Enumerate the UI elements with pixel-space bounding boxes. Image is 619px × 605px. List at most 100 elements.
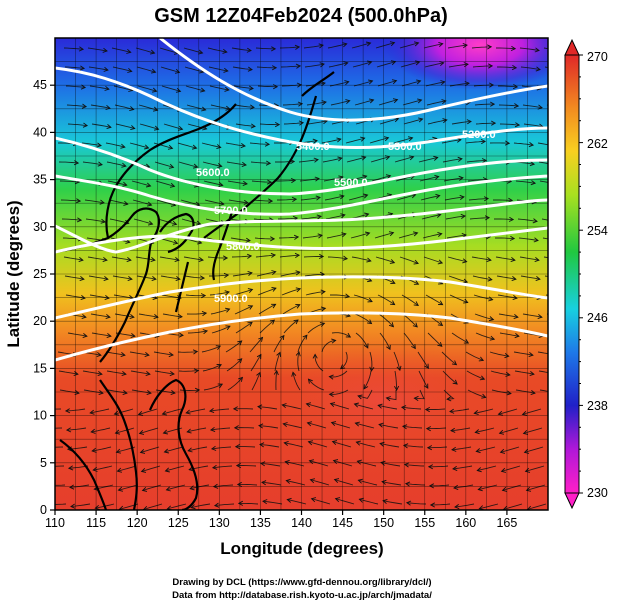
streamline — [329, 370, 348, 378]
streamline-arrow — [528, 142, 535, 148]
streamline — [422, 233, 442, 239]
streamline-arrow — [129, 106, 135, 112]
streamline-arrow — [225, 325, 231, 331]
streamline-arrow — [507, 197, 514, 203]
streamline-arrow — [333, 478, 340, 484]
streamline-arrow — [122, 181, 128, 187]
streamline — [82, 370, 102, 375]
streamline — [308, 441, 328, 448]
streamline — [402, 99, 422, 106]
streamline — [301, 215, 322, 220]
streamline-arrow — [328, 374, 334, 380]
streamline — [448, 63, 469, 68]
streamline — [429, 484, 450, 487]
streamline — [297, 351, 300, 372]
streamline — [386, 390, 397, 401]
colorbar-label-230: 230 — [587, 486, 608, 500]
streamline-arrow — [330, 421, 337, 427]
streamline-arrow — [314, 176, 320, 182]
streamline-arrow — [175, 276, 181, 282]
streamline-arrow — [297, 101, 304, 107]
streamline-arrow — [452, 379, 458, 385]
streamline-arrow — [122, 390, 128, 396]
streamline — [417, 351, 429, 369]
streamline — [233, 85, 254, 89]
streamline-arrow — [81, 103, 88, 109]
streamline — [520, 275, 540, 280]
streamline-arrow — [210, 445, 217, 451]
streamline — [351, 256, 371, 262]
streamline-arrow — [336, 137, 342, 143]
streamline-arrow — [213, 502, 220, 508]
streamline — [393, 137, 413, 144]
streamline-arrow — [104, 295, 110, 301]
streamline — [330, 403, 350, 410]
streamline-arrow — [413, 395, 419, 401]
streamline — [308, 378, 325, 391]
streamline-arrow — [353, 402, 359, 408]
streamline — [357, 389, 373, 399]
streamline — [445, 215, 466, 220]
streamline — [60, 199, 81, 202]
streamline — [276, 179, 296, 182]
streamline — [117, 465, 137, 472]
streamline — [465, 351, 484, 361]
streamline-arrow — [232, 406, 239, 412]
streamline — [201, 345, 221, 353]
streamline-arrow — [140, 467, 147, 473]
streamline — [430, 503, 451, 506]
streamline — [153, 351, 174, 356]
streamline — [475, 427, 495, 433]
streamline-arrow — [241, 161, 247, 168]
streamline-arrow — [271, 303, 277, 309]
streamline-arrow — [433, 155, 439, 161]
streamline-arrow — [274, 122, 281, 128]
streamline-arrow — [222, 255, 229, 261]
streamline-arrow — [198, 49, 204, 55]
streamline — [541, 218, 548, 221]
streamline — [352, 61, 372, 68]
streamline — [444, 196, 464, 201]
streamline — [66, 104, 87, 108]
streamline-arrow — [499, 448, 506, 454]
streamline-arrow — [459, 194, 465, 200]
streamline — [113, 85, 133, 91]
streamline-arrow — [271, 65, 278, 71]
streamline-arrow — [120, 352, 126, 358]
streamline — [471, 256, 491, 261]
streamline — [495, 256, 515, 261]
streamline-arrow — [558, 239, 562, 243]
streamline — [257, 406, 278, 410]
streamline-arrow — [130, 125, 136, 131]
streamline — [90, 313, 110, 318]
streamline — [91, 123, 111, 128]
streamline-arrow — [511, 276, 517, 282]
colorbar-max-arrow — [564, 38, 580, 56]
streamline-arrow — [358, 497, 364, 503]
streamline — [379, 423, 399, 429]
streamline — [402, 313, 418, 328]
streamline — [132, 199, 152, 206]
streamline-arrow — [343, 61, 349, 67]
streamline — [105, 351, 125, 356]
streamline-arrow — [177, 313, 183, 319]
streamline-arrow — [246, 253, 253, 259]
streamline-arrow — [248, 85, 254, 91]
streamline — [131, 389, 151, 394]
streamline-arrow — [190, 504, 196, 510]
streamline-arrow — [96, 142, 102, 148]
streamline — [234, 305, 253, 315]
streamline — [383, 500, 403, 505]
streamline — [539, 389, 548, 392]
y-tick-label: 25 — [33, 267, 47, 281]
streamline-arrow — [104, 85, 110, 91]
streamline-arrow — [293, 234, 300, 240]
streamline — [190, 484, 210, 490]
streamline-arrow — [363, 384, 369, 390]
streamline — [82, 161, 103, 166]
streamline — [278, 236, 299, 239]
streamline — [83, 389, 103, 394]
streamline — [354, 99, 374, 106]
streamline-arrow — [192, 349, 199, 355]
streamline-arrow — [211, 464, 218, 470]
